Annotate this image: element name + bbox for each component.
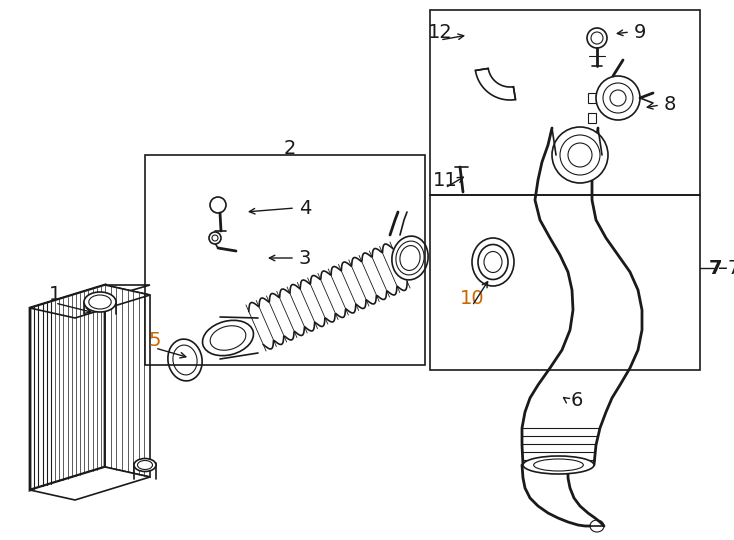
Polygon shape [30, 285, 150, 308]
Text: 1: 1 [49, 286, 61, 305]
Polygon shape [522, 465, 604, 526]
Text: 5: 5 [149, 330, 161, 349]
Ellipse shape [472, 238, 514, 286]
Ellipse shape [523, 456, 594, 474]
Text: 12: 12 [428, 23, 452, 42]
Text: 7: 7 [708, 259, 722, 278]
Ellipse shape [84, 292, 116, 312]
Text: 11: 11 [432, 171, 457, 190]
Bar [145, 155, 425, 365]
Ellipse shape [168, 339, 202, 381]
Polygon shape [249, 244, 407, 349]
Text: 2: 2 [284, 138, 297, 158]
Ellipse shape [392, 236, 428, 280]
Polygon shape [522, 128, 642, 465]
Circle shape [552, 127, 608, 183]
Bar [430, 10, 700, 195]
Bar [430, 195, 700, 370]
Circle shape [209, 232, 221, 244]
Text: 8: 8 [664, 96, 676, 114]
Text: 3: 3 [299, 248, 311, 267]
Text: 4: 4 [299, 199, 311, 218]
Circle shape [210, 197, 226, 213]
Polygon shape [476, 69, 515, 100]
Polygon shape [30, 285, 150, 318]
Ellipse shape [134, 458, 156, 471]
Ellipse shape [203, 320, 253, 356]
Circle shape [596, 76, 640, 120]
Text: –7: –7 [718, 259, 734, 278]
Circle shape [587, 28, 607, 48]
Polygon shape [30, 467, 150, 500]
Polygon shape [105, 285, 150, 477]
Text: 6: 6 [571, 390, 584, 409]
Polygon shape [588, 93, 596, 103]
Text: 10: 10 [459, 288, 484, 307]
Text: 9: 9 [634, 23, 646, 42]
Polygon shape [588, 113, 596, 123]
